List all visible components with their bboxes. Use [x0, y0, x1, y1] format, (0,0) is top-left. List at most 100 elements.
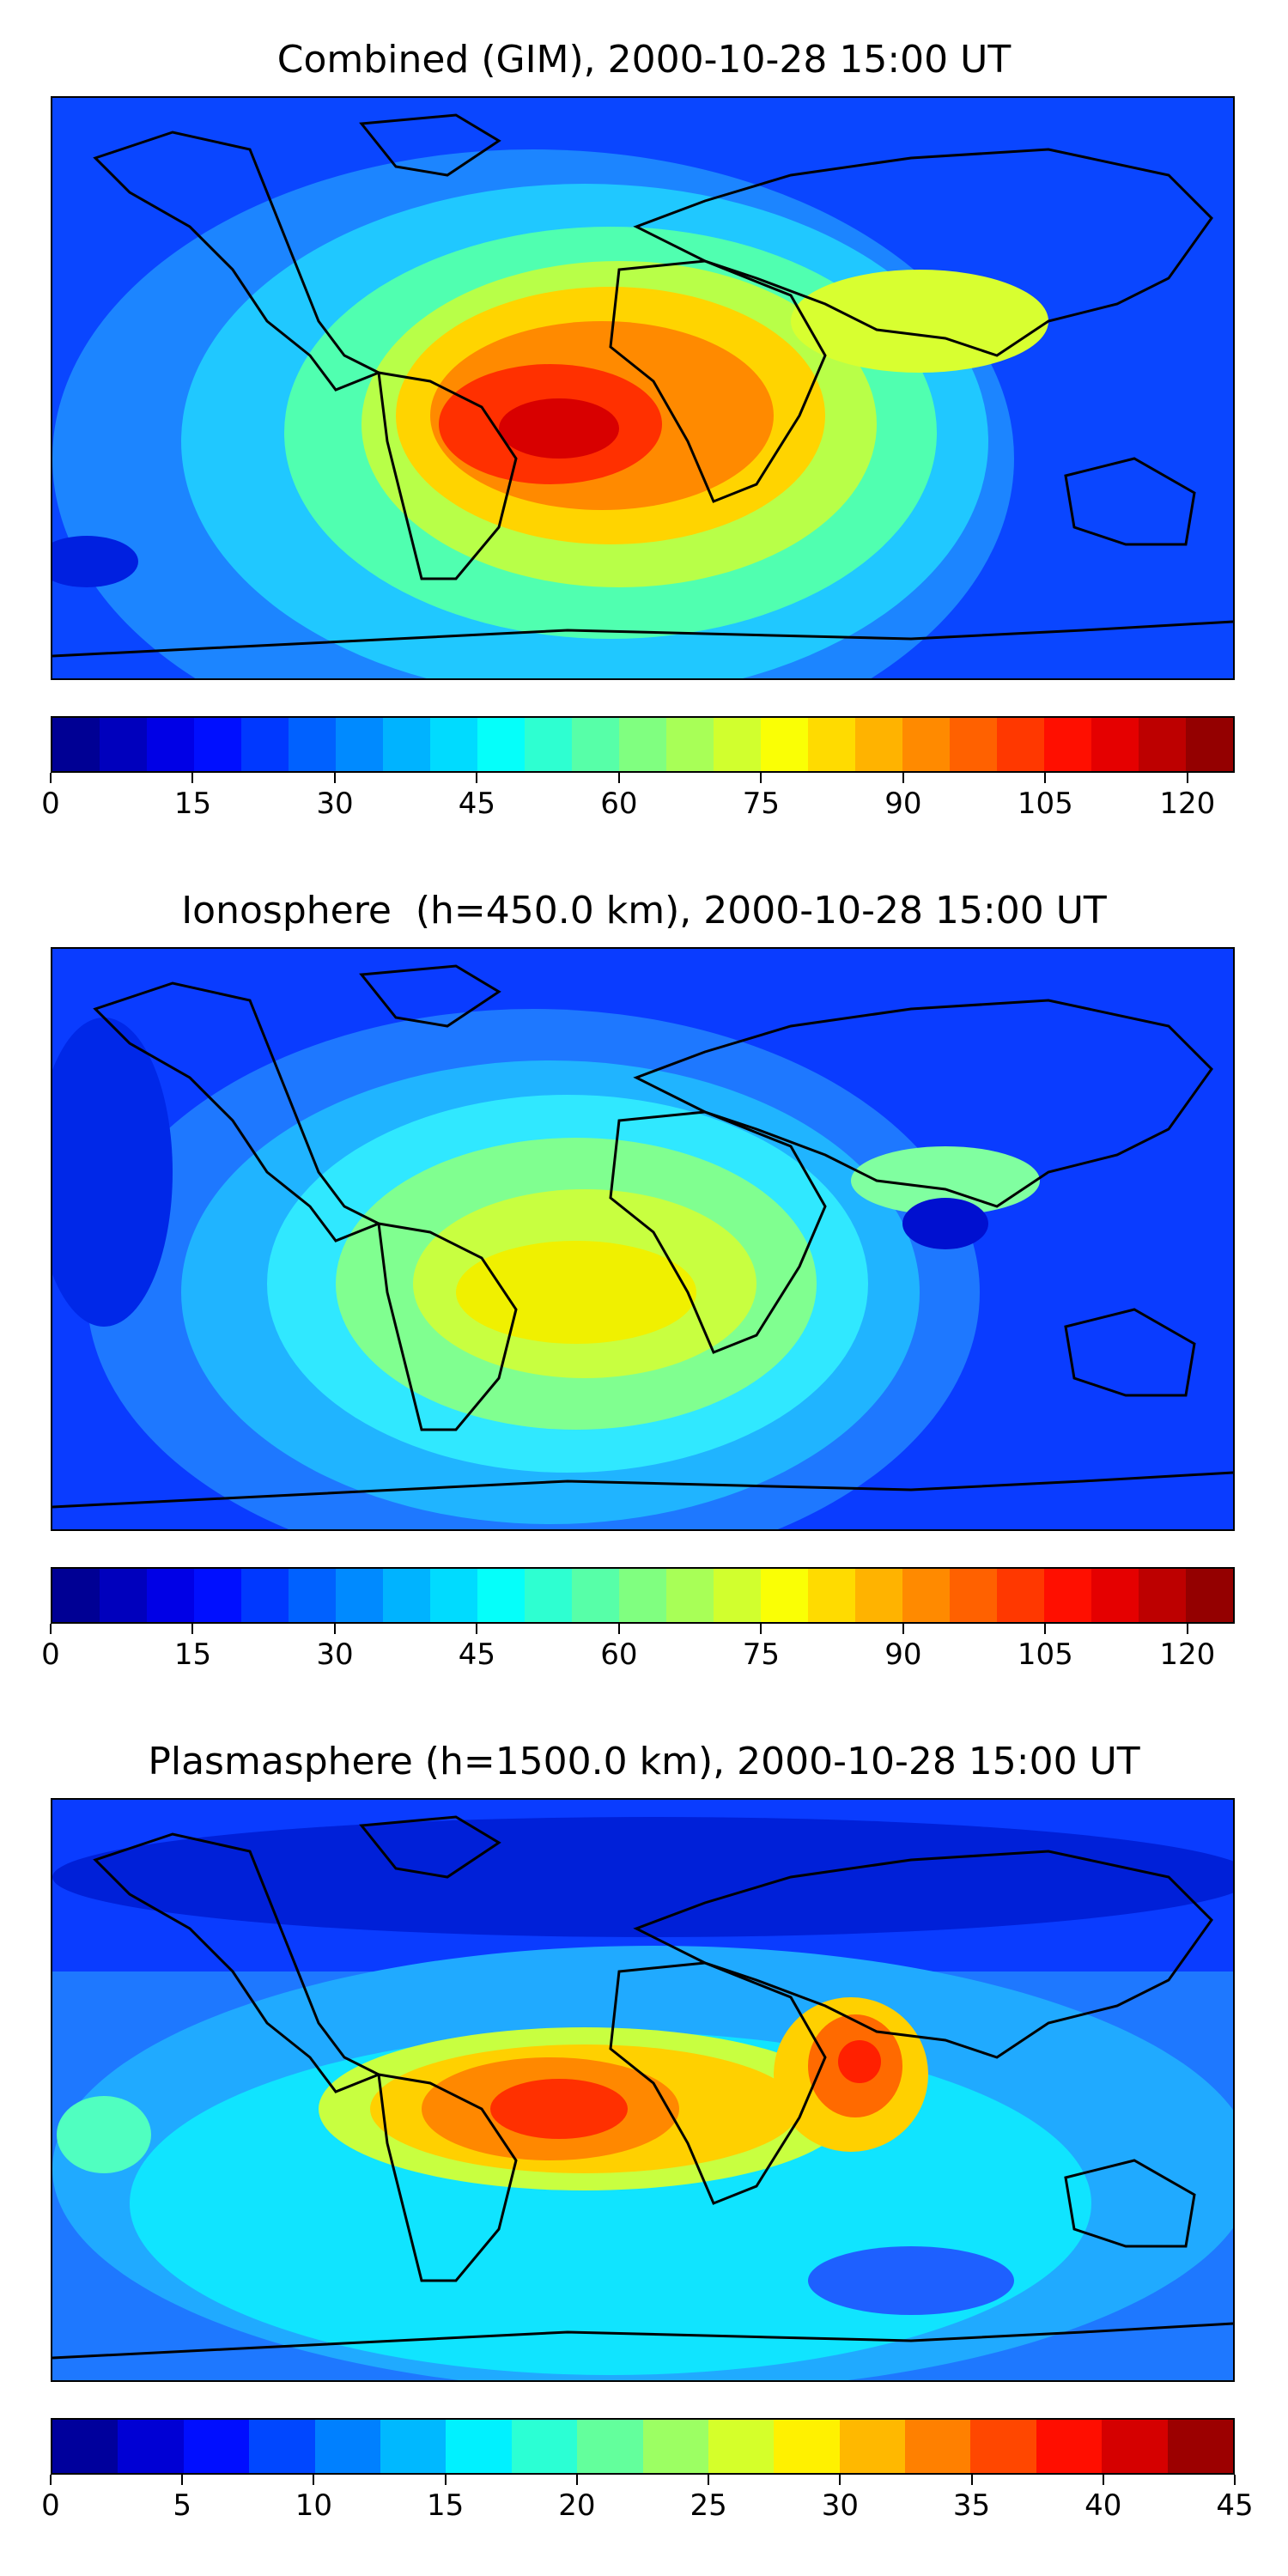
colorbar-segment: [383, 1569, 430, 1622]
colorbar-segment: [905, 2420, 971, 2473]
panel-1-map: [51, 96, 1235, 680]
colorbar-segment: [52, 1569, 100, 1622]
colorbar-tick: [575, 2475, 578, 2485]
colorbar-segment: [666, 718, 714, 771]
colorbar-segment: [52, 718, 100, 771]
colorbar-tick: [50, 1624, 52, 1634]
colorbar-segment: [249, 2420, 315, 2473]
colorbar-tick-label: 15: [427, 2488, 465, 2523]
colorbar-segment: [619, 718, 666, 771]
colorbar-tick: [476, 773, 478, 783]
colorbar-segment: [1091, 1569, 1139, 1622]
colorbar-segment: [446, 2420, 512, 2473]
colorbar-tick-label: 90: [884, 787, 922, 821]
panel-3-colorbar-ticks: 0 5 10 15 20 25 30 35 40 45: [41, 2475, 1254, 2526]
colorbar-segment: [241, 718, 289, 771]
panel-3-map-svg: [52, 1800, 1233, 2380]
colorbar-tick: [191, 773, 194, 783]
colorbar-tick: [1044, 773, 1047, 783]
colorbar-segment: [1044, 718, 1091, 771]
panel-2-coastlines: [52, 964, 1233, 1509]
colorbar-segment: [1044, 1569, 1091, 1622]
colorbar-segment: [1139, 1569, 1186, 1622]
colorbar-segment: [572, 1569, 619, 1622]
colorbar-segment: [1102, 2420, 1168, 2473]
colorbar-segment: [997, 718, 1044, 771]
colorbar-segment: [477, 1569, 525, 1622]
colorbar-segment: [642, 2420, 708, 2473]
panel-2-field: [52, 1009, 1040, 1529]
colorbar-segment: [383, 718, 430, 771]
colorbar-segment: [839, 2420, 906, 2473]
colorbar-segment: [855, 1569, 902, 1622]
colorbar-tick: [902, 773, 904, 783]
colorbar-tick-label: 25: [690, 2488, 727, 2523]
panel-2-title: Ionosphere (h=450.0 km), 2000-10-28 15:0…: [181, 889, 1107, 933]
colorbar-tick-label: 5: [173, 2488, 192, 2523]
colorbar-segment: [808, 718, 855, 771]
colorbar-segment: [902, 1569, 950, 1622]
colorbar-segment: [1036, 2420, 1103, 2473]
colorbar-segment: [147, 718, 194, 771]
panel-1-field: [52, 149, 1048, 678]
colorbar-tick-label: 20: [558, 2488, 596, 2523]
colorbar-tick: [617, 773, 620, 783]
colorbar-tick-label: 15: [173, 787, 212, 821]
colorbar-tick: [50, 2475, 52, 2485]
colorbar-tick: [1186, 773, 1188, 783]
colorbar-segment: [714, 718, 761, 771]
panel-3-colorbar: [51, 2418, 1235, 2475]
colorbar-segment: [808, 1569, 855, 1622]
colorbar-segment: [1091, 718, 1139, 771]
colorbar-segment: [708, 2420, 775, 2473]
colorbar-segment: [1186, 718, 1233, 771]
colorbar-tick: [191, 1624, 194, 1634]
panel-2-map: [51, 947, 1235, 1531]
colorbar-tick-label: 15: [173, 1637, 212, 1672]
colorbar-segment: [430, 1569, 477, 1622]
colorbar-tick-label: 35: [952, 2488, 991, 2523]
colorbar-tick: [444, 2475, 447, 2485]
colorbar-tick: [617, 1624, 620, 1634]
colorbar-segment: [241, 1569, 289, 1622]
colorbar-segment: [902, 718, 950, 771]
colorbar-tick-label: 45: [1216, 2488, 1254, 2523]
panel-2-map-svg: [52, 949, 1233, 1529]
colorbar-tick: [1102, 2475, 1104, 2485]
colorbar-tick: [1234, 2475, 1236, 2485]
colorbar-segment: [950, 1569, 997, 1622]
colorbar-tick: [970, 2475, 973, 2485]
colorbar-segment: [183, 2420, 250, 2473]
colorbar-tick: [708, 2475, 710, 2485]
colorbar-segment: [194, 1569, 241, 1622]
colorbar-tick: [1186, 1624, 1188, 1634]
colorbar-segment: [100, 1569, 147, 1622]
colorbar-tick: [1044, 1624, 1047, 1634]
colorbar-tick-label: 30: [821, 2488, 859, 2523]
colorbar-segment: [1139, 718, 1186, 771]
colorbar-tick-label: 0: [41, 1637, 60, 1672]
panel-3-field: [52, 1817, 1233, 2380]
colorbar-tick-label: 30: [316, 1637, 354, 1672]
colorbar-tick: [902, 1624, 904, 1634]
colorbar-tick: [760, 1624, 762, 1634]
colorbar-tick: [50, 773, 52, 783]
colorbar-segment: [761, 1569, 808, 1622]
colorbar-segment: [194, 718, 241, 771]
panel-3-coastlines: [52, 1815, 1233, 2360]
colorbar-tick-label: 40: [1084, 2488, 1122, 2523]
colorbar-tick: [333, 1624, 336, 1634]
colorbar-segment: [380, 2420, 447, 2473]
colorbar-segment: [1167, 2420, 1234, 2473]
colorbar-segment: [619, 1569, 666, 1622]
colorbar-tick-label: 120: [1159, 787, 1216, 821]
colorbar-segment: [714, 1569, 761, 1622]
colorbar-segment: [118, 2420, 184, 2473]
colorbar-segment: [666, 1569, 714, 1622]
colorbar-segment: [336, 1569, 383, 1622]
panel-1-map-svg: [52, 98, 1233, 678]
colorbar-tick-label: 60: [600, 787, 638, 821]
colorbar-tick-label: 105: [1017, 1637, 1073, 1672]
colorbar-segment: [100, 718, 147, 771]
colorbar-segment: [577, 2420, 643, 2473]
